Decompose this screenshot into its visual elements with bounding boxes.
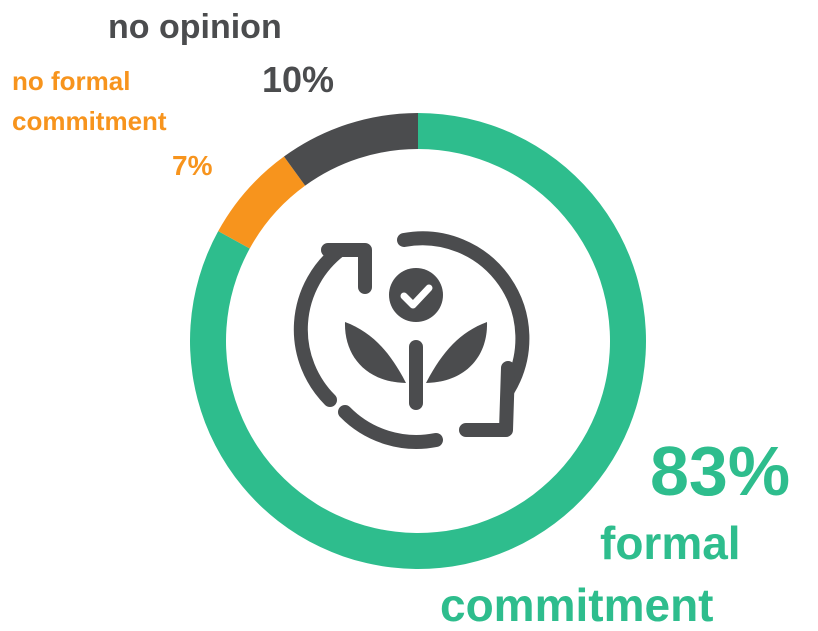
label-no-formal-commitment-name-line1: no formal <box>12 66 131 96</box>
label-no-formal-commitment-name-line2: commitment <box>12 106 167 136</box>
label-no-formal-commitment-percent: 7% <box>172 150 213 181</box>
donut-slices <box>189 113 646 570</box>
slice-no-opinion <box>283 113 418 186</box>
check-icon <box>400 284 433 309</box>
sprout-icon <box>344 268 488 410</box>
label-no-opinion-name: no opinion <box>108 8 282 46</box>
label-formal-commitment-name-line1: formal <box>600 517 741 569</box>
label-no-opinion-percent: 10% <box>262 59 335 100</box>
slice-no-formal-commitment <box>218 156 306 249</box>
label-formal-commitment-percent: 83% <box>650 432 791 510</box>
sustainability-cycle-icon <box>293 231 530 449</box>
label-formal-commitment-name-line2: commitment <box>440 579 714 631</box>
